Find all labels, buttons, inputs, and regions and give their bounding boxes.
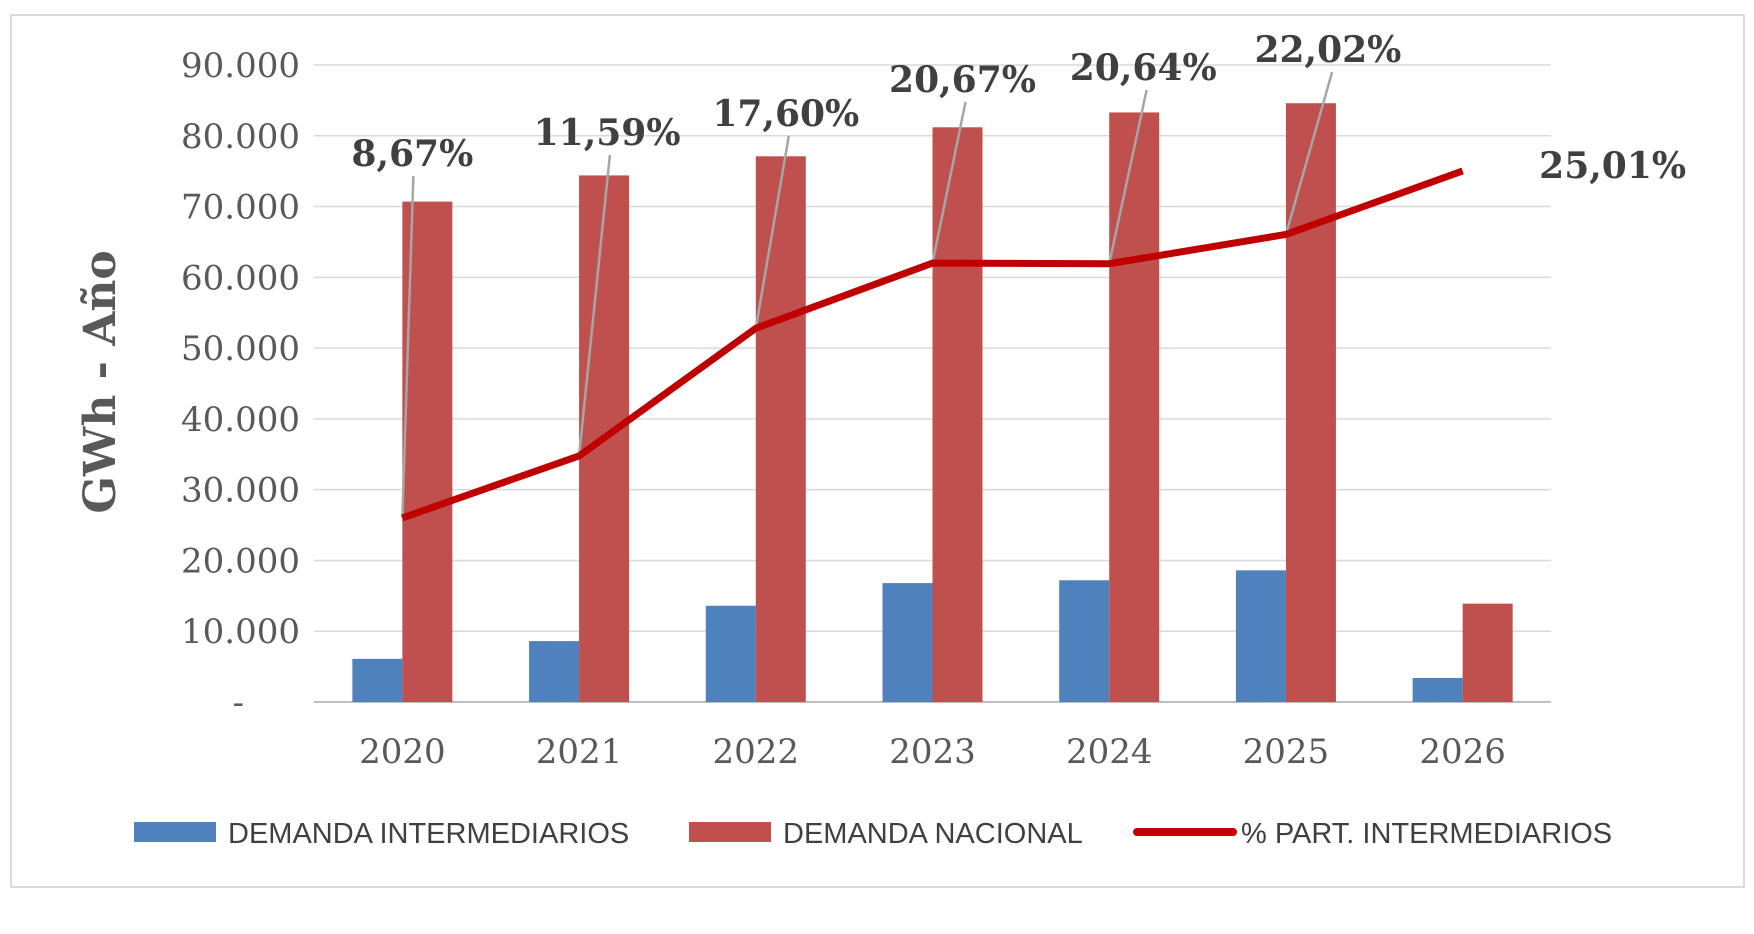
bar-demanda-intermediarios bbox=[352, 658, 403, 702]
label-leader-lines bbox=[401, 71, 1334, 518]
y-axis: - 10.000 20.000 30.000 40.000 50.000 60.000 70.… bbox=[181, 46, 300, 723]
leader-line bbox=[931, 101, 967, 264]
leader-line bbox=[401, 175, 415, 518]
leader-line bbox=[1107, 89, 1148, 265]
percentage-label: 22,02% bbox=[1254, 29, 1401, 71]
legend-label: DEMANDA INTERMEDIARIOS bbox=[228, 818, 629, 850]
chart-frame bbox=[10, 14, 1745, 888]
x-tick-label: 2025 bbox=[1243, 732, 1330, 772]
y-tick-label: 40.000 bbox=[181, 400, 300, 440]
bar-demanda-nacional bbox=[1285, 103, 1336, 703]
bar-demanda-nacional bbox=[1109, 112, 1160, 702]
y-tick-label: 10.000 bbox=[181, 612, 300, 652]
bar-demanda-intermediarios bbox=[1059, 580, 1110, 702]
leader-line bbox=[577, 154, 612, 457]
bar-demanda-intermediarios bbox=[882, 583, 933, 702]
x-tick-label: 2023 bbox=[889, 732, 976, 772]
leader-line bbox=[754, 135, 791, 329]
percentage-label: 20,64% bbox=[1070, 47, 1217, 89]
legend-item-part-intermediarios: % PART. INTERMEDIARIOS bbox=[1133, 818, 1612, 850]
percentage-line-path bbox=[401, 167, 1464, 522]
legend: DEMANDA INTERMEDIARIOS DEMANDA NACIONAL % … bbox=[134, 818, 1612, 850]
bars bbox=[352, 103, 1513, 703]
legend-item-demanda-nacional: DEMANDA NACIONAL bbox=[689, 818, 1083, 850]
bar-demanda-intermediarios bbox=[529, 641, 580, 702]
legend-swatch bbox=[689, 822, 771, 842]
percentage-label: 20,67% bbox=[889, 59, 1036, 101]
legend-label: DEMANDA NACIONAL bbox=[783, 818, 1083, 850]
y-tick-label: 60.000 bbox=[181, 258, 300, 298]
x-tick-label: 2022 bbox=[713, 732, 800, 772]
bar-demanda-intermediarios bbox=[705, 605, 756, 702]
legend-label: % PART. INTERMEDIARIOS bbox=[1241, 818, 1612, 850]
x-tick-label: 2021 bbox=[536, 732, 623, 772]
y-tick-label: 70.000 bbox=[181, 188, 300, 228]
bar-demanda-nacional bbox=[932, 127, 983, 703]
bar-demanda-intermediarios bbox=[1235, 570, 1286, 702]
percentage-label: 17,60% bbox=[712, 93, 859, 135]
percentage-label: 11,59% bbox=[534, 112, 681, 154]
y-tick-label: 50.000 bbox=[181, 329, 300, 369]
x-tick-label: 2020 bbox=[359, 732, 446, 772]
bar-demanda-nacional bbox=[755, 156, 806, 702]
x-tick-label: 2024 bbox=[1066, 732, 1153, 772]
y-tick-label: 30.000 bbox=[181, 471, 300, 511]
y-tick-label: - bbox=[233, 683, 245, 723]
legend-item-demanda-intermediarios: DEMANDA INTERMEDIARIOS bbox=[134, 818, 629, 850]
percentage-labels: 8,67% 11,59% 17,60% 20,67% 20,64% 22,02% 25,01… bbox=[351, 29, 1686, 187]
percentage-label: 8,67% bbox=[351, 133, 473, 175]
x-tick-label: 2026 bbox=[1419, 732, 1506, 772]
bar-demanda-nacional bbox=[1462, 603, 1513, 702]
y-tick-label: 20.000 bbox=[181, 541, 300, 581]
x-axis: 2020 2021 2022 2023 2024 2025 2026 bbox=[359, 732, 1506, 772]
y-tick-label: 80.000 bbox=[181, 117, 300, 157]
percentage-label: 25,01% bbox=[1539, 145, 1686, 187]
y-axis-title: GWh - Año bbox=[75, 250, 126, 513]
leader-line bbox=[1284, 71, 1334, 235]
percentage-line bbox=[401, 167, 1464, 522]
y-tick-label: 90.000 bbox=[181, 46, 300, 86]
bar-demanda-intermediarios bbox=[1412, 677, 1463, 702]
legend-swatch bbox=[134, 822, 216, 842]
